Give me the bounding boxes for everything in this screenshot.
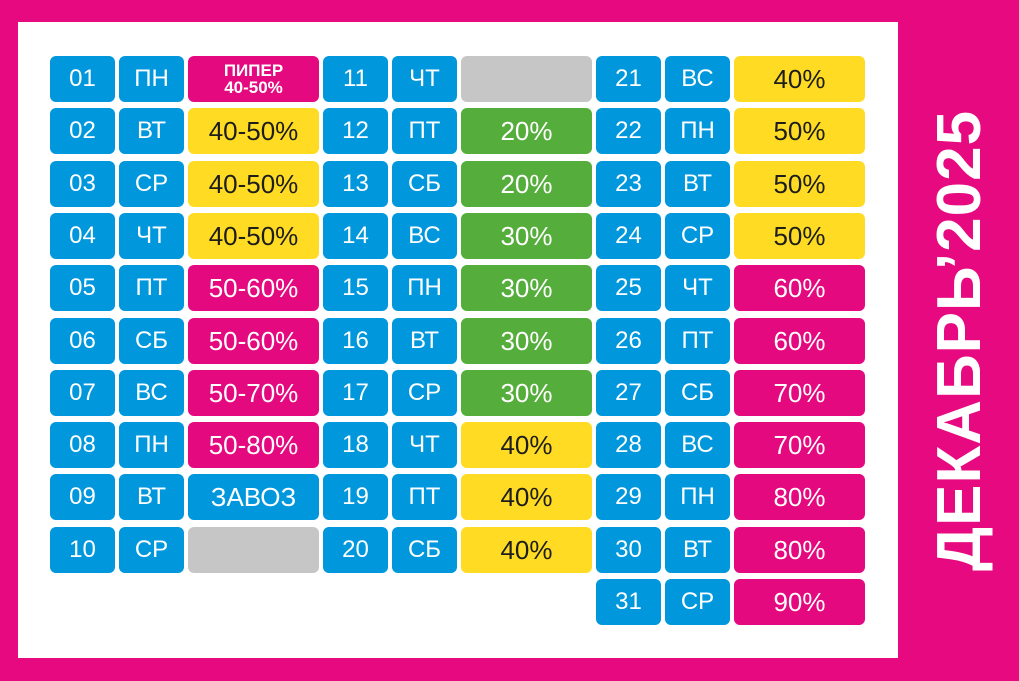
day-number: 08 <box>50 422 115 469</box>
discount-cell: ПИПЕР 40-50% <box>188 56 319 102</box>
day-number: 03 <box>50 160 115 207</box>
day-number: 10 <box>50 526 115 573</box>
discount-cell: 40-50% <box>188 160 319 207</box>
day-number: 31 <box>596 579 661 625</box>
day-number: 14 <box>323 212 388 259</box>
discount-cell: 50-70% <box>188 369 319 416</box>
discount-cell: 20% <box>461 160 592 207</box>
discount-cell: 40% <box>734 56 865 102</box>
day-number: 06 <box>50 317 115 364</box>
discount-cell: 40-50% <box>188 212 319 259</box>
weekday: ВТ <box>119 474 184 521</box>
weekday: ВТ <box>119 108 184 155</box>
weekday: ПТ <box>119 265 184 312</box>
discount-line: ПИПЕР <box>223 61 284 80</box>
weekday: СР <box>665 579 730 625</box>
discount-cell: ЗАВОЗ <box>188 474 319 521</box>
discount-cell: 60% <box>734 265 865 312</box>
discount-cell: 30% <box>461 317 592 364</box>
day-number: 02 <box>50 108 115 155</box>
weekday: ВТ <box>392 317 457 364</box>
day-number: 04 <box>50 212 115 259</box>
day-number: 01 <box>50 56 115 102</box>
weekday: ПТ <box>392 474 457 521</box>
day-number: 15 <box>323 265 388 312</box>
discount-cell: 20% <box>461 108 592 155</box>
weekday: СР <box>119 160 184 207</box>
discount-cell: 30% <box>461 265 592 312</box>
day-number: 22 <box>596 108 661 155</box>
day-number: 13 <box>323 160 388 207</box>
discount-cell: 40% <box>461 474 592 521</box>
weekday: ВС <box>665 56 730 102</box>
weekday: СР <box>119 526 184 573</box>
day-number: 28 <box>596 422 661 469</box>
day-number: 18 <box>323 422 388 469</box>
discount-cell: 60% <box>734 317 865 364</box>
weekday: ВС <box>665 422 730 469</box>
day-number: 26 <box>596 317 661 364</box>
day-number: 07 <box>50 369 115 416</box>
day-number: 17 <box>323 369 388 416</box>
weekday: ПН <box>119 56 184 102</box>
discount-cell: 30% <box>461 212 592 259</box>
discount-cell: 40-50% <box>188 108 319 155</box>
weekday: ЧТ <box>665 265 730 312</box>
weekday: ПН <box>392 265 457 312</box>
weekday: СБ <box>392 160 457 207</box>
day-number: 25 <box>596 265 661 312</box>
discount-cell: 80% <box>734 474 865 521</box>
weekday: ВТ <box>665 160 730 207</box>
discount-cell: 50% <box>734 212 865 259</box>
month-title: ДЕКАБРЬ’2025 <box>925 109 995 571</box>
weekday: ПН <box>665 108 730 155</box>
day-number: 09 <box>50 474 115 521</box>
discount-cell: 50-80% <box>188 422 319 469</box>
discount-cell <box>461 56 592 102</box>
day-number: 27 <box>596 369 661 416</box>
discount-cell: 90% <box>734 579 865 625</box>
weekday: ЧТ <box>392 422 457 469</box>
day-number: 20 <box>323 526 388 573</box>
day-number: 16 <box>323 317 388 364</box>
month-title-panel: ДЕКАБРЬ’2025 <box>900 22 1019 658</box>
weekday: ВС <box>392 212 457 259</box>
discount-cell: 50-60% <box>188 265 319 312</box>
discount-line: 40-50% <box>224 78 283 97</box>
weekday: СБ <box>665 369 730 416</box>
discount-cell: 50-60% <box>188 317 319 364</box>
weekday: СР <box>392 369 457 416</box>
discount-cell: 50% <box>734 108 865 155</box>
day-number: 29 <box>596 474 661 521</box>
discount-cell <box>188 526 319 573</box>
weekday: ЧТ <box>392 56 457 102</box>
day-number: 24 <box>596 212 661 259</box>
day-number: 21 <box>596 56 661 102</box>
weekday: ПН <box>665 474 730 521</box>
calendar-card: 01 ПН ПИПЕР 40-50% 02 ВТ 40-50% 03 СР 40-50% 04 ЧТ 4… <box>18 22 898 658</box>
day-number: 23 <box>596 160 661 207</box>
weekday: СР <box>665 212 730 259</box>
weekday: ПТ <box>665 317 730 364</box>
discount-cell: 40% <box>461 526 592 573</box>
weekday: ЧТ <box>119 212 184 259</box>
weekday: ВТ <box>665 526 730 573</box>
discount-cell: 40% <box>461 422 592 469</box>
day-number: 30 <box>596 526 661 573</box>
weekday: ПТ <box>392 108 457 155</box>
day-number: 11 <box>323 56 388 102</box>
weekday: ПН <box>119 422 184 469</box>
discount-cell: 70% <box>734 422 865 469</box>
weekday: СБ <box>119 317 184 364</box>
weekday: ВС <box>119 369 184 416</box>
discount-cell: 70% <box>734 369 865 416</box>
day-number: 19 <box>323 474 388 521</box>
discount-cell: 50% <box>734 160 865 207</box>
day-number: 05 <box>50 265 115 312</box>
day-number: 12 <box>323 108 388 155</box>
discount-cell: 30% <box>461 369 592 416</box>
weekday: СБ <box>392 526 457 573</box>
discount-cell: 80% <box>734 526 865 573</box>
